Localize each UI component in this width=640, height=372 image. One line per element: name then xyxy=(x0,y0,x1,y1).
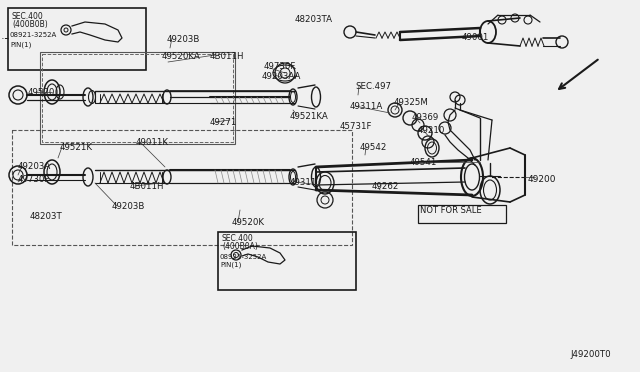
Text: 49325M: 49325M xyxy=(394,98,429,107)
Text: 49203B: 49203B xyxy=(167,35,200,44)
Text: 49521K: 49521K xyxy=(60,143,93,152)
Text: J49200T0: J49200T0 xyxy=(570,350,611,359)
Text: SEC.497: SEC.497 xyxy=(355,82,391,91)
Text: NOT FOR SALE: NOT FOR SALE xyxy=(420,206,482,215)
Text: 49001: 49001 xyxy=(462,33,490,42)
Text: 4B011H: 4B011H xyxy=(130,182,164,191)
Text: 49520: 49520 xyxy=(28,88,56,97)
Text: 49262: 49262 xyxy=(372,182,399,191)
Text: 08921-3252A: 08921-3252A xyxy=(10,32,57,38)
Text: (400B0B): (400B0B) xyxy=(12,20,48,29)
Text: 49521KA: 49521KA xyxy=(290,112,329,121)
Text: 49730F: 49730F xyxy=(264,62,296,71)
Bar xyxy=(218,232,356,290)
Text: 49542: 49542 xyxy=(360,143,387,152)
Text: PIN(1): PIN(1) xyxy=(220,262,241,269)
Text: 49203AA: 49203AA xyxy=(262,72,301,81)
Bar xyxy=(40,52,235,144)
Bar xyxy=(418,205,506,223)
Text: 49311A: 49311A xyxy=(350,102,383,111)
Text: 49203A: 49203A xyxy=(18,162,51,171)
Text: 49311: 49311 xyxy=(290,178,317,187)
Text: 49520KA: 49520KA xyxy=(162,52,201,61)
Text: 49730F: 49730F xyxy=(18,175,51,184)
Text: (400B0A): (400B0A) xyxy=(222,242,258,251)
Text: 49520K: 49520K xyxy=(232,218,265,227)
Text: PIN(1): PIN(1) xyxy=(10,41,31,48)
Text: SEC.400: SEC.400 xyxy=(12,12,44,21)
Text: 49271: 49271 xyxy=(210,118,237,127)
Bar xyxy=(12,130,352,245)
Text: 48203TA: 48203TA xyxy=(295,15,333,24)
Text: 45731F: 45731F xyxy=(340,122,372,131)
Text: 49200: 49200 xyxy=(528,175,557,184)
Text: 08921-3252A: 08921-3252A xyxy=(220,254,268,260)
Text: 49541: 49541 xyxy=(410,158,437,167)
Bar xyxy=(42,54,233,142)
Text: 49369: 49369 xyxy=(412,113,439,122)
Text: 4B011H: 4B011H xyxy=(210,52,244,61)
Text: 49210: 49210 xyxy=(418,126,445,135)
Bar xyxy=(8,8,146,70)
Text: SEC.400: SEC.400 xyxy=(222,234,253,243)
Text: 48203T: 48203T xyxy=(30,212,63,221)
Text: 49203B: 49203B xyxy=(112,202,145,211)
Text: 49011K: 49011K xyxy=(136,138,169,147)
